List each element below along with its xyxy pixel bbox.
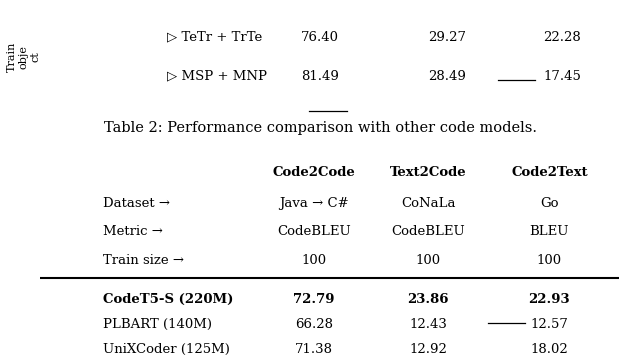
Text: CodeBLEU: CodeBLEU xyxy=(276,225,351,238)
Text: 81.49: 81.49 xyxy=(301,70,339,83)
Text: 66.28: 66.28 xyxy=(294,318,333,331)
Text: Metric →: Metric → xyxy=(103,225,163,238)
Text: Java → C#: Java → C# xyxy=(279,197,349,210)
Text: 29.27: 29.27 xyxy=(428,31,467,44)
Text: UniXCoder (125M): UniXCoder (125M) xyxy=(103,343,230,356)
Text: 18.02: 18.02 xyxy=(531,343,568,356)
Text: Code2Text: Code2Text xyxy=(511,166,588,179)
Text: CoNaLa: CoNaLa xyxy=(401,197,456,210)
Text: CodeT5-S (220M): CodeT5-S (220M) xyxy=(103,293,234,306)
Text: Text2Code: Text2Code xyxy=(390,166,467,179)
Text: Dataset →: Dataset → xyxy=(103,197,170,210)
Text: 12.57: 12.57 xyxy=(531,318,568,331)
Text: 22.28: 22.28 xyxy=(543,31,581,44)
Text: CodeBLEU: CodeBLEU xyxy=(392,225,465,238)
Text: 72.79: 72.79 xyxy=(293,293,334,306)
Text: Train
obje
ct: Train obje ct xyxy=(7,41,40,72)
Text: Train size →: Train size → xyxy=(103,254,184,267)
Text: 100: 100 xyxy=(537,254,562,267)
Text: 22.93: 22.93 xyxy=(529,293,570,306)
Text: ▷ TeTr + TrTe: ▷ TeTr + TrTe xyxy=(167,31,262,44)
Text: 71.38: 71.38 xyxy=(294,343,333,356)
Text: 100: 100 xyxy=(301,254,326,267)
Text: 12.92: 12.92 xyxy=(410,343,447,356)
Text: 12.43: 12.43 xyxy=(410,318,447,331)
Text: Table 2: Performance comparison with other code models.: Table 2: Performance comparison with oth… xyxy=(104,121,536,135)
Text: 28.49: 28.49 xyxy=(429,70,467,83)
Text: ▷ MSP + MNP: ▷ MSP + MNP xyxy=(167,70,267,83)
Text: 76.40: 76.40 xyxy=(301,31,339,44)
Text: PLBART (140M): PLBART (140M) xyxy=(103,318,212,331)
Text: Code2Code: Code2Code xyxy=(272,166,355,179)
Text: BLEU: BLEU xyxy=(530,225,569,238)
Text: 23.86: 23.86 xyxy=(408,293,449,306)
Text: 100: 100 xyxy=(416,254,441,267)
Text: 17.45: 17.45 xyxy=(543,70,581,83)
Text: Go: Go xyxy=(540,197,559,210)
